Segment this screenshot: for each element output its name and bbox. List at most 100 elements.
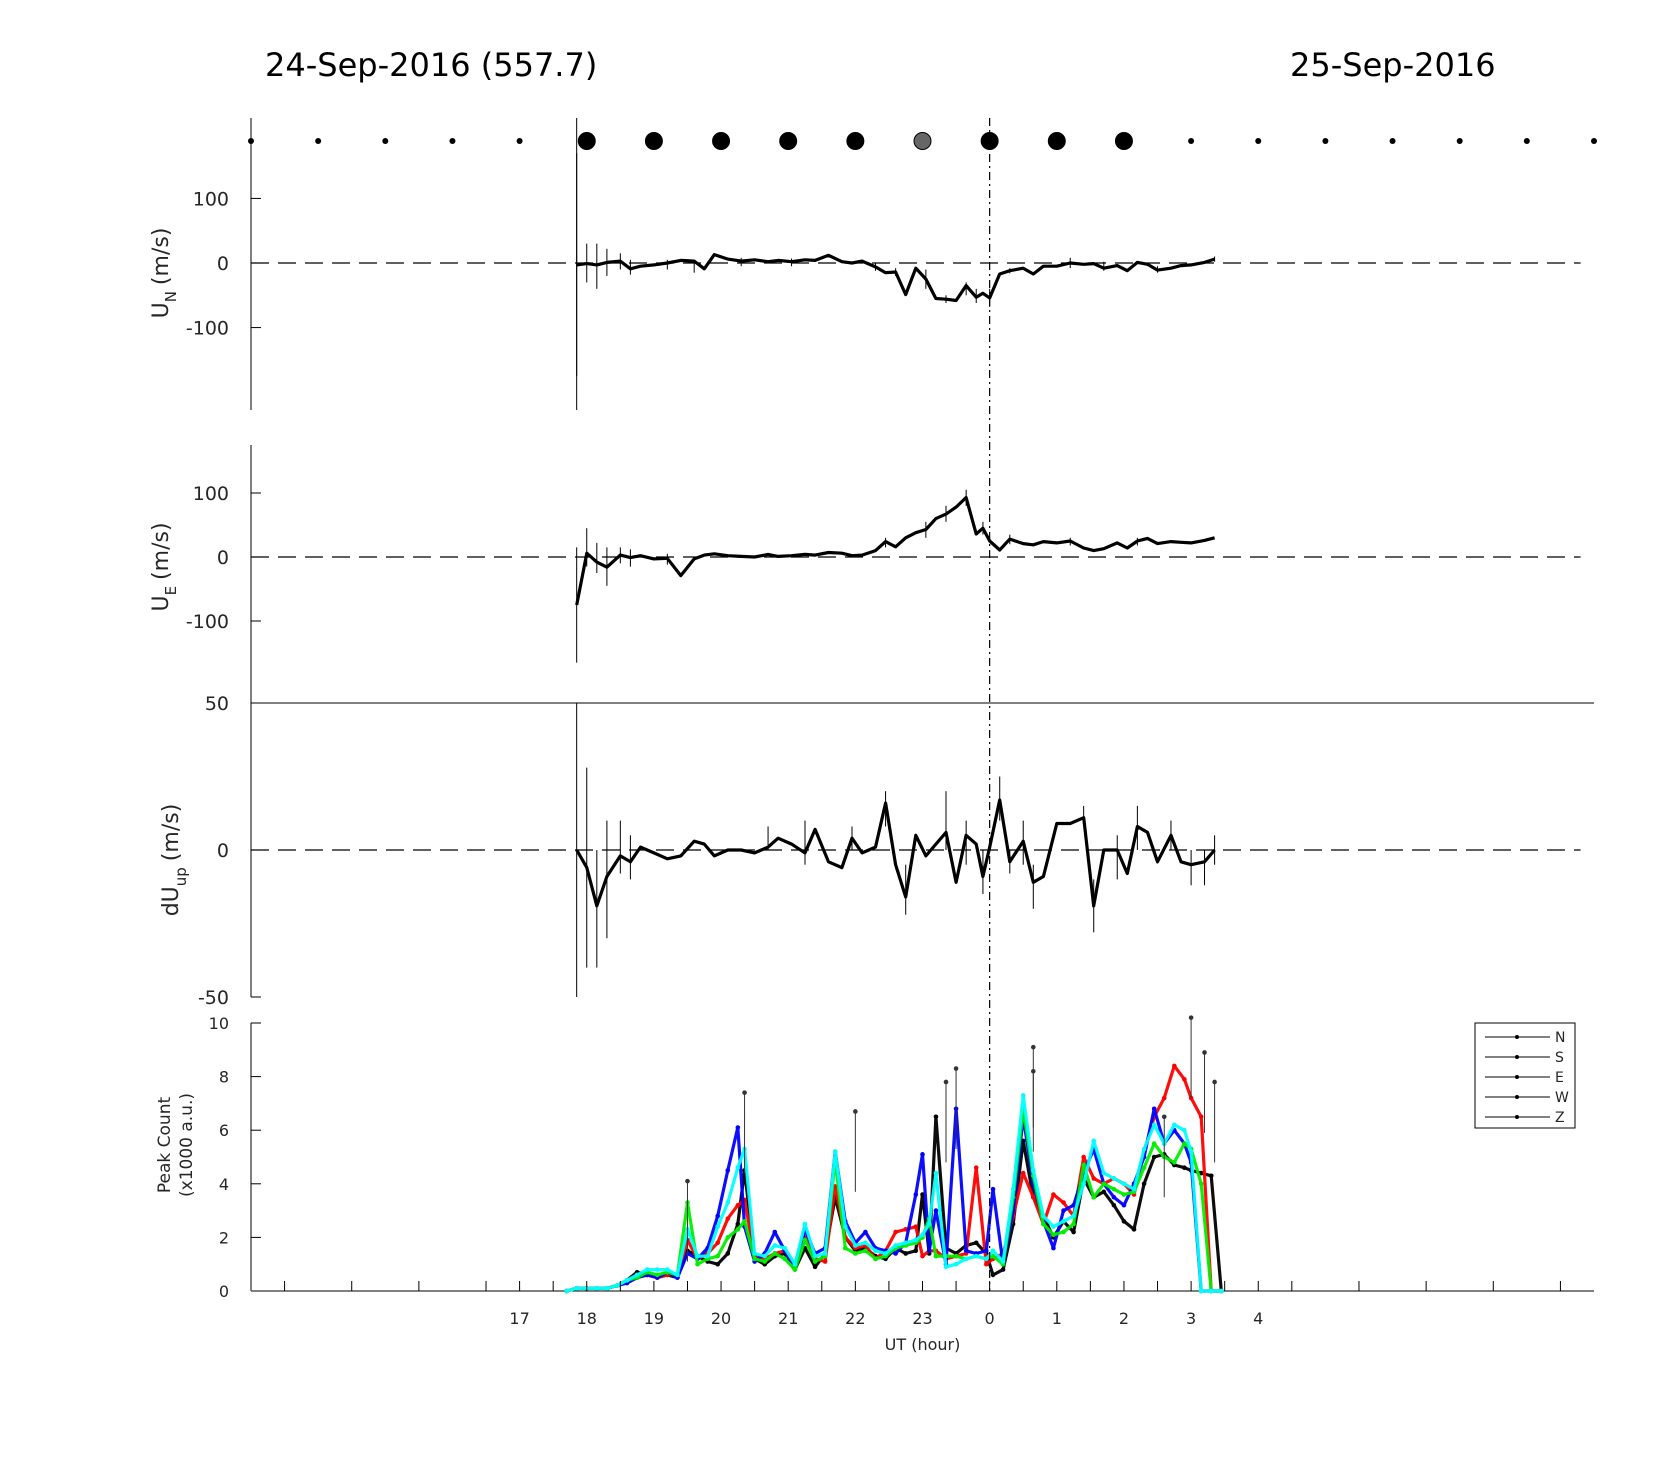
x-tick-label: 19: [644, 1309, 664, 1328]
panel-peak-count: 10 8 6 4 2 0 Peak Count (x1000 a.u.): [155, 1014, 1594, 1301]
series-point-Z: [762, 1253, 767, 1259]
series-point-N: [1131, 1227, 1137, 1232]
series-point-Z: [903, 1240, 909, 1246]
series-point-Z: [772, 1243, 778, 1248]
series-point-Z: [853, 1243, 858, 1248]
series-point-E: [1111, 1194, 1117, 1200]
series-point-Z: [893, 1243, 898, 1248]
series-point-W: [792, 1267, 798, 1272]
series-point-Z: [1208, 1288, 1214, 1294]
series-point-Z: [752, 1251, 757, 1256]
series-point-S: [1091, 1176, 1097, 1181]
series-point-S: [1182, 1076, 1187, 1082]
y-tick-label: 10: [209, 1014, 229, 1033]
series-point-E: [926, 1248, 932, 1254]
x-tick-label: 1: [1052, 1309, 1062, 1328]
marker-small: [1322, 138, 1329, 144]
title-left: 24-Sep-2016 (557.7): [265, 46, 597, 84]
marker-large: [644, 132, 663, 150]
series-line-S: [566, 1064, 1222, 1293]
series-point-E: [725, 1168, 731, 1173]
error-cap-point: [1212, 1079, 1217, 1085]
y-axis-label-line1: Peak Count: [155, 1097, 175, 1194]
series-point-N: [735, 1221, 741, 1227]
series-point-Z: [1020, 1093, 1026, 1098]
series-point-E: [1071, 1202, 1076, 1208]
series-point-W: [1198, 1181, 1204, 1187]
series-point-Z: [1111, 1176, 1117, 1181]
series-point-E: [1151, 1106, 1157, 1112]
x-tick-label: 18: [577, 1309, 597, 1328]
data-line: [576, 253, 1216, 303]
series-point-S: [913, 1224, 919, 1229]
series-point-S: [822, 1259, 828, 1264]
y-axis-label-main: U: [149, 595, 174, 611]
marker-small: [1523, 138, 1530, 144]
series-point-Z: [983, 1256, 989, 1262]
series-point-Z: [1172, 1122, 1177, 1128]
series-point-Z: [1182, 1127, 1187, 1133]
series-point-Z: [614, 1283, 620, 1288]
series-point-Z: [1010, 1186, 1016, 1192]
y-tick-label: -100: [186, 318, 229, 340]
series-point-Z: [822, 1251, 828, 1256]
series-point-W: [1151, 1141, 1157, 1146]
series-point-Z: [665, 1267, 670, 1272]
series-point-Z: [1041, 1213, 1046, 1219]
y-tick-label: 0: [219, 1282, 229, 1301]
series-point-W: [1101, 1181, 1107, 1187]
series-point-W: [735, 1227, 741, 1232]
series-point-Z: [913, 1237, 919, 1243]
series-point-W: [1061, 1229, 1066, 1235]
series-point-W: [1071, 1221, 1076, 1227]
series-point-W: [953, 1253, 959, 1259]
series-point-Z: [654, 1267, 660, 1272]
y-tick-label: 0: [217, 253, 229, 275]
series-point-N: [973, 1240, 979, 1246]
series-point-N: [1182, 1165, 1187, 1171]
y-axis-label-main: dU: [159, 886, 184, 916]
series-point-N: [1141, 1181, 1147, 1187]
series-point-W: [1172, 1160, 1177, 1165]
y-axis-label-sub: up: [172, 867, 190, 886]
series-point-N: [1000, 1267, 1006, 1272]
marker-small: [1389, 138, 1396, 144]
y-tick-label: 8: [219, 1068, 229, 1087]
x-tick-label: 17: [509, 1309, 529, 1328]
series-point-Z: [1121, 1181, 1127, 1187]
error-cap-point: [1030, 1044, 1036, 1050]
x-tick-label: 2: [1119, 1309, 1129, 1328]
series-point-Z: [705, 1253, 710, 1259]
series-point-S: [973, 1165, 979, 1171]
marker-small: [315, 138, 322, 144]
series-point-S: [1161, 1095, 1167, 1101]
series-point-Z: [634, 1272, 640, 1278]
y-tick-label: 50: [205, 693, 229, 715]
series-point-W: [1182, 1141, 1187, 1146]
series-point-W: [1081, 1162, 1086, 1168]
legend-swatch-point: [1515, 1095, 1519, 1099]
series-point-W: [853, 1251, 858, 1256]
series-point-Z: [782, 1245, 788, 1251]
series-point-W: [695, 1261, 700, 1267]
series-point-Z: [1188, 1149, 1194, 1154]
series-point-Z: [963, 1256, 969, 1262]
series-point-Z: [564, 1288, 569, 1294]
y-axis-label-unit: (m/s): [149, 522, 174, 579]
series-point-S: [725, 1216, 731, 1221]
series-point-Z: [842, 1224, 848, 1229]
series-point-N: [1111, 1202, 1117, 1208]
error-cap-point: [1030, 1068, 1036, 1074]
series-point-Z: [725, 1200, 731, 1205]
series-point-W: [782, 1256, 788, 1262]
series-point-Z: [863, 1240, 868, 1246]
series-point-Z: [1000, 1259, 1006, 1264]
error-cap-point: [1161, 1114, 1167, 1120]
series-point-S: [1020, 1170, 1026, 1176]
series-point-E: [933, 1208, 939, 1213]
series-point-W: [802, 1237, 808, 1243]
legend-label: N: [1555, 1030, 1565, 1046]
error-cap-point: [1202, 1050, 1207, 1055]
